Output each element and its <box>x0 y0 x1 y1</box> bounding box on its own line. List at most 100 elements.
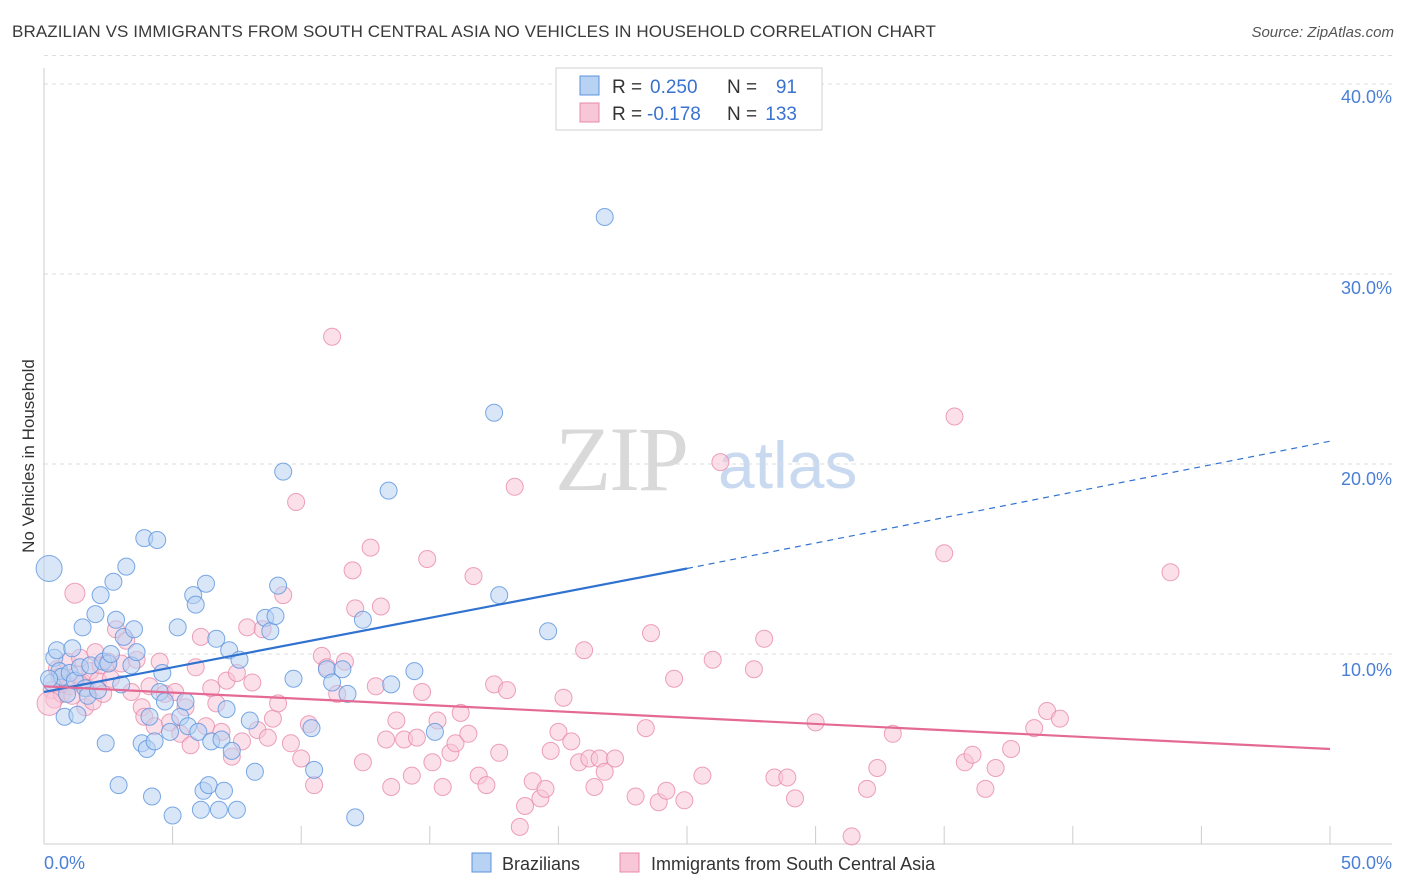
immigrants-point <box>858 779 876 798</box>
immigrants-point <box>323 327 342 346</box>
immigrants-point <box>935 544 954 563</box>
brazilians-point <box>186 595 205 614</box>
brazilians-point <box>63 639 82 658</box>
immigrants-point <box>976 779 995 798</box>
y-tick-label: 10.0% <box>1341 660 1392 680</box>
brazilians-point <box>199 776 218 795</box>
brazilians-point <box>240 711 259 730</box>
brazilians-point <box>96 734 115 753</box>
immigrants-point <box>382 778 401 796</box>
x-tick-label-min: 0.0% <box>44 853 85 873</box>
x-ticks <box>43 826 1331 844</box>
brazilians-point <box>91 586 110 605</box>
brazilians-point <box>539 622 558 641</box>
immigrants-point <box>387 711 406 730</box>
immigrants-point <box>606 749 624 768</box>
immigrants-point <box>868 759 887 777</box>
brazilians-point <box>333 660 352 679</box>
immigrants-point <box>407 728 426 747</box>
immigrants-point <box>842 827 861 846</box>
brazilians-point <box>346 808 365 827</box>
brazilians-point <box>148 531 167 549</box>
legend-n-value: 91 <box>776 77 797 98</box>
brazilians-point <box>245 762 264 781</box>
brazilians-point <box>305 760 324 779</box>
immigrants-point <box>541 741 560 760</box>
immigrants-point <box>269 694 288 713</box>
source-label: Source: ZipAtlas.com <box>1251 24 1394 41</box>
immigrants-point <box>281 734 300 753</box>
y-tick-labels: 10.0% 20.0% 30.0% 40.0% <box>1341 87 1392 680</box>
immigrants-point <box>755 629 774 648</box>
immigrants-point <box>1002 740 1021 758</box>
immigrants-point <box>510 817 529 836</box>
immigrants-point <box>464 567 483 586</box>
immigrants-point <box>377 730 396 749</box>
immigrants-point <box>516 797 534 815</box>
legend-frame <box>555 67 823 131</box>
brazilians-point <box>323 673 342 692</box>
y-tick-label: 30.0% <box>1341 278 1392 298</box>
immigrants-point <box>1050 709 1069 728</box>
brazilians-point <box>353 610 372 629</box>
brazilians-point <box>176 692 195 711</box>
brazilians-point <box>107 610 125 629</box>
brazilians-point <box>109 776 128 795</box>
brazilians-point <box>425 722 444 741</box>
y-axis-label: No Vehicles in Household <box>19 359 38 553</box>
immigrants-point <box>693 766 712 785</box>
watermark-atlas: atlas <box>718 428 857 502</box>
bottom-legend-swatch-immigrants <box>619 852 640 873</box>
immigrants-point <box>575 641 594 660</box>
immigrants-point <box>778 768 797 787</box>
immigrants-point <box>446 734 465 753</box>
brazilians-point <box>168 618 187 637</box>
immigrants-point <box>1161 563 1180 582</box>
brazilians-point <box>274 462 293 481</box>
immigrants-point <box>292 749 311 768</box>
brazilians-point <box>266 607 285 625</box>
immigrants-point <box>413 683 432 701</box>
immigrants-point <box>423 753 442 772</box>
immigrants-point <box>786 789 804 808</box>
y-tick-label: 20.0% <box>1341 469 1392 489</box>
immigrants-point <box>451 703 470 722</box>
legend-r-value: -0.178 <box>647 104 701 125</box>
brazilians-point <box>269 576 288 595</box>
brazilians-point <box>191 800 210 819</box>
immigrants-point <box>642 624 660 643</box>
immigrants-point <box>343 561 362 580</box>
immigrants-point <box>595 762 614 781</box>
immigrants-point <box>258 728 277 747</box>
brazilians-point <box>379 481 398 500</box>
brazilians-point <box>58 684 77 703</box>
brazilians-point <box>145 732 164 751</box>
brazilians-point <box>338 684 357 703</box>
brazilians-point <box>47 641 66 660</box>
immigrants-point <box>371 597 390 616</box>
immigrants-point <box>477 776 496 795</box>
immigrants-point <box>945 407 964 426</box>
legend-r-label: R = <box>612 77 642 98</box>
watermark-zip: ZIP <box>555 408 687 510</box>
brazilians-point <box>222 741 241 760</box>
brazilians-point <box>86 605 105 624</box>
brazilians-point <box>284 669 303 688</box>
legend-n-label: N = <box>727 77 757 98</box>
immigrants-point <box>263 709 282 728</box>
immigrants-point <box>986 759 1005 777</box>
immigrants-point <box>806 713 825 732</box>
trend-lines <box>43 440 1331 751</box>
immigrants-point <box>657 781 676 800</box>
immigrants-point <box>433 778 452 796</box>
legend-swatch-brazilians <box>579 75 600 96</box>
immigrants-point <box>353 753 372 772</box>
immigrants-point <box>554 688 573 707</box>
immigrants-point <box>243 673 262 692</box>
brazilians-point <box>112 675 131 694</box>
brazilians-point <box>212 730 231 749</box>
immigrants-point <box>287 493 306 511</box>
immigrants-point <box>498 681 516 700</box>
immigrants-point <box>883 724 902 743</box>
immigrants-point <box>562 732 581 751</box>
